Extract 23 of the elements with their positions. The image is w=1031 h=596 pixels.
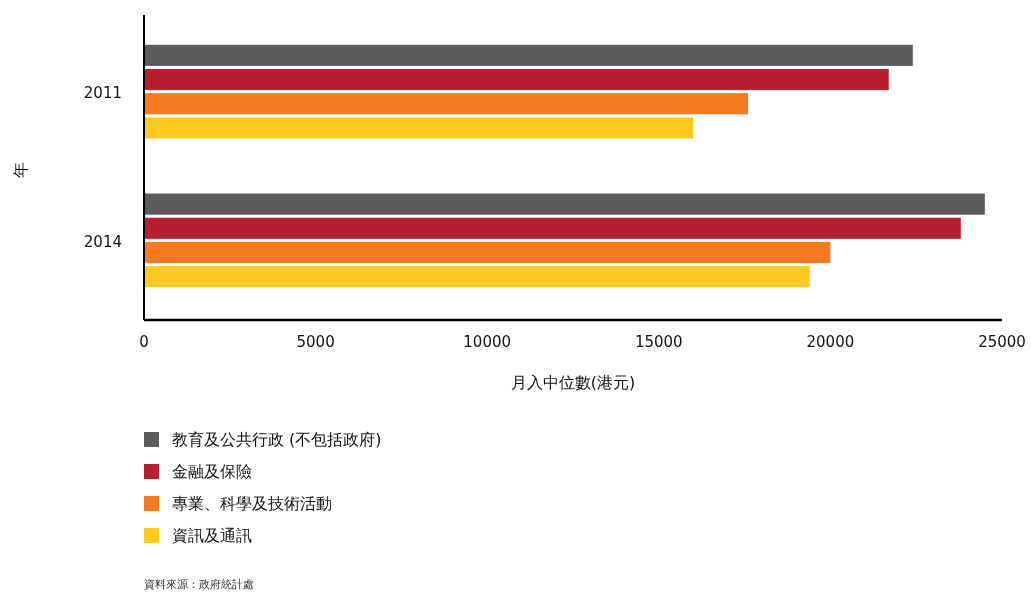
source-note: 資料來源：政府統計處 [144, 578, 254, 591]
bar [144, 217, 961, 239]
x-tick-label: 5000 [296, 333, 335, 351]
y-tick-label: 2011 [83, 84, 122, 103]
y-axis-title: 年 [11, 161, 30, 178]
bar [144, 241, 831, 264]
x-tick-label: 15000 [634, 333, 683, 351]
legend-label: 金融及保險 [172, 462, 252, 481]
x-tick-label: 25000 [978, 333, 1026, 351]
legend-label: 專業、科學及技術活動 [172, 494, 332, 513]
bar [144, 93, 749, 115]
bar [144, 193, 985, 215]
legend-label: 教育及公共行政 (不包括政府) [172, 430, 382, 449]
x-tick-label: 10000 [463, 333, 512, 351]
bar [144, 266, 810, 288]
x-tick-label: 0 [139, 333, 149, 351]
legend-label: 資訊及通訊 [172, 526, 252, 545]
x-tick-label: 20000 [806, 333, 855, 351]
x-axis-title: 月入中位數(港元) [510, 373, 636, 392]
bar [144, 117, 694, 139]
bar [144, 44, 913, 66]
y-tick-label: 2014 [83, 232, 122, 251]
bar [144, 68, 889, 91]
